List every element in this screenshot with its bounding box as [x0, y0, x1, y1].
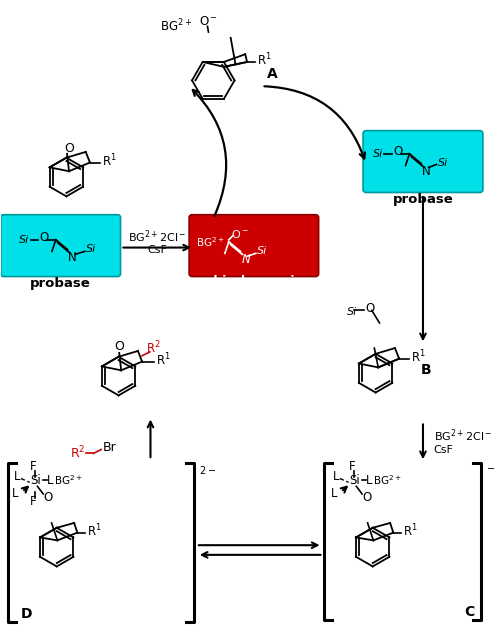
Text: R$^1$: R$^1$: [256, 52, 271, 68]
Text: L: L: [47, 474, 54, 487]
Text: chiral organic: chiral organic: [205, 275, 301, 288]
Text: $^{-}$: $^{-}$: [485, 465, 494, 480]
Text: probase: probase: [392, 193, 452, 205]
Text: L: L: [330, 487, 336, 501]
Text: O: O: [39, 231, 49, 245]
Text: R$^1$: R$^1$: [101, 152, 116, 169]
Text: CsF: CsF: [433, 444, 452, 455]
Text: Si: Si: [372, 149, 382, 159]
Text: Si: Si: [436, 157, 447, 168]
Text: Si: Si: [346, 308, 356, 317]
Text: O: O: [114, 340, 124, 352]
Text: Si: Si: [86, 245, 96, 254]
Text: O: O: [392, 145, 401, 159]
Text: L: L: [332, 470, 338, 483]
Text: L: L: [14, 470, 20, 483]
Text: Si: Si: [256, 247, 267, 256]
Text: O$^-$: O$^-$: [230, 228, 248, 240]
Text: F: F: [30, 495, 37, 508]
Text: BG$^{2+}$2Cl$^-$: BG$^{2+}$2Cl$^-$: [433, 428, 491, 444]
Text: Si: Si: [31, 474, 41, 487]
FancyBboxPatch shape: [1, 214, 120, 277]
Text: R$^2$: R$^2$: [146, 340, 160, 356]
Text: F: F: [348, 460, 355, 473]
Text: BG$^{2+}$: BG$^{2+}$: [54, 474, 82, 487]
Text: R$^1$: R$^1$: [155, 351, 170, 368]
Text: O: O: [64, 141, 74, 155]
Text: Br: Br: [103, 441, 117, 454]
Text: F: F: [30, 460, 37, 473]
Text: R$^2$: R$^2$: [70, 445, 86, 462]
Text: $\mathbf{C}$: $\mathbf{C}$: [463, 605, 474, 619]
Text: BG$^{2+}$: BG$^{2+}$: [160, 18, 192, 35]
Text: O: O: [364, 302, 374, 315]
Text: BG$^{2+}$2Cl$^-$: BG$^{2+}$2Cl$^-$: [128, 229, 186, 245]
Text: Si: Si: [349, 474, 360, 487]
Text: BG$^{2+}$: BG$^{2+}$: [195, 235, 224, 248]
Text: CsF: CsF: [147, 245, 167, 256]
Text: N: N: [421, 165, 430, 178]
Text: $^{2-}$: $^{2-}$: [198, 465, 216, 480]
Text: L: L: [12, 487, 18, 501]
FancyBboxPatch shape: [362, 130, 482, 193]
Text: N: N: [241, 253, 249, 266]
Text: O$^-$: O$^-$: [198, 15, 217, 28]
Text: $\mathbf{B}$: $\mathbf{B}$: [419, 363, 431, 377]
Text: probase: probase: [30, 277, 91, 290]
FancyBboxPatch shape: [189, 214, 318, 277]
Text: O: O: [361, 491, 371, 505]
Text: N: N: [68, 251, 77, 264]
Text: R$^1$: R$^1$: [410, 349, 425, 365]
Text: R$^1$: R$^1$: [87, 523, 102, 539]
Text: Si: Si: [19, 235, 29, 245]
Text: O: O: [43, 491, 53, 505]
Text: BG$^{2+}$: BG$^{2+}$: [372, 474, 401, 487]
Text: base: base: [237, 286, 270, 299]
Text: R$^1$: R$^1$: [402, 523, 417, 539]
Text: $\mathbf{A}$: $\mathbf{A}$: [266, 67, 279, 81]
Text: $\mathbf{D}$: $\mathbf{D}$: [20, 607, 33, 621]
Text: L: L: [365, 474, 372, 487]
